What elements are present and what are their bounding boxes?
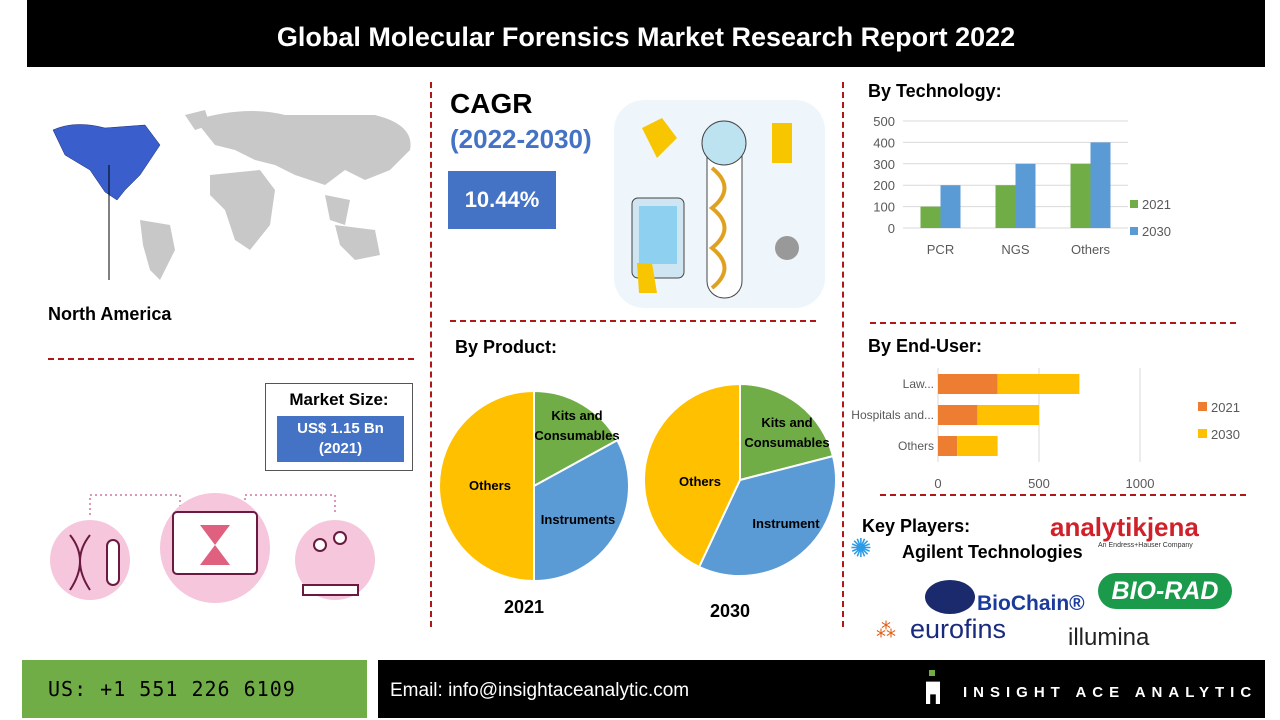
bar-2021-PCR (920, 206, 941, 228)
market-size-amount: US$ 1.15 Bn (297, 420, 384, 437)
bar-2021-Hospitals and... (938, 405, 978, 425)
brand-logo-icon (926, 681, 940, 704)
pie-label: Instruments (541, 512, 615, 527)
pie-slice-Others (438, 389, 535, 583)
footer-contact: Email: info@insightaceanalytic.com INSIG… (378, 660, 1265, 718)
charts-layer: 0 100 200 300 400 500 PCR NGS Others 2021 2030 0 500… (438, 114, 1240, 621)
y-tick-label: 400 (873, 135, 895, 150)
brand-logo-dot (929, 670, 935, 676)
x-tick-label: PCR (927, 242, 954, 257)
footer-brand: INSIGHT ACE ANALYTIC (963, 684, 1258, 701)
market-size-box: Market Size: US$ 1.15 Bn (2021) (265, 383, 413, 471)
footer-email[interactable]: Email: info@insightaceanalytic.com (390, 680, 690, 701)
legend-swatch (1130, 200, 1138, 208)
agilent-logo-icon: ✺ (850, 533, 872, 563)
key-player-biorad: BIO-RAD (1098, 573, 1232, 609)
header-bar: Global Molecular Forensics Market Resear… (27, 0, 1265, 67)
y-tick-label: Hospitals and... (851, 408, 934, 422)
world-map (52, 110, 411, 280)
cagr-value: 10.44% (448, 171, 556, 229)
pie-label: Consumables (534, 428, 619, 443)
legend-label: 2021 (1142, 197, 1171, 212)
cagr-title: CAGR (450, 88, 533, 119)
divider (430, 82, 432, 627)
technology-title: By Technology: (868, 81, 1002, 101)
pie-slice-Instrument (697, 454, 837, 577)
eurofins-logo-icon: ⁂ (876, 620, 896, 642)
x-tick-label: Others (1071, 242, 1111, 257)
dna-illustrations (50, 493, 375, 603)
bar-2030-Others (1090, 142, 1111, 228)
x-tick-label: 500 (1028, 476, 1050, 491)
forensics-illustration (614, 100, 825, 308)
page-title: Global Molecular Forensics Market Resear… (276, 22, 1016, 52)
y-tick-label: 0 (888, 221, 895, 236)
pie-title: 2030 (710, 601, 750, 621)
divider (842, 82, 844, 627)
legend-swatch (1198, 429, 1207, 438)
key-player-agilent: Agilent Technologies (902, 542, 1083, 562)
key-player-analytikjena: analytikjena (1050, 512, 1199, 542)
pie-label: Instrument (752, 516, 820, 531)
phone-text[interactable]: US: +1 551 226 6109 (48, 677, 296, 701)
y-tick-label: Law... (903, 377, 934, 391)
bar-2030-PCR (940, 185, 961, 228)
end-user-title: By End-User: (868, 336, 983, 356)
pie-slice-Others (643, 382, 741, 569)
pie-label: Others (469, 478, 511, 493)
market-size-year: (2021) (318, 440, 363, 457)
bar-2030-Hospitals and... (977, 405, 1039, 425)
legend-label: 2021 (1211, 400, 1240, 415)
pie-label: Consumables (744, 435, 829, 450)
market-size-label: Market Size: (289, 390, 389, 409)
bar-2030-Others (957, 436, 998, 456)
pie-slice-Kits and Consumables (533, 389, 619, 488)
pie-slice-Instruments (533, 438, 630, 583)
key-player-eurofins: eurofins (910, 614, 1007, 644)
pie-label: Kits and (551, 408, 602, 423)
bar-2021-Law... (938, 374, 998, 394)
pie-slice-Kits and Consumables (739, 382, 835, 482)
legend-label: 2030 (1211, 427, 1240, 442)
y-tick-label: 300 (873, 157, 895, 172)
bar-2021-Others (938, 436, 958, 456)
cagr-value-text: 10.44% (464, 187, 540, 212)
y-tick-label: 200 (873, 178, 895, 193)
region-label: North America (48, 304, 172, 324)
footer-phone: US: +1 551 226 6109 (22, 660, 367, 718)
x-tick-label: 1000 (1126, 476, 1155, 491)
y-tick-label: Others (898, 439, 934, 453)
key-players-title: Key Players: (862, 516, 971, 536)
bar-2030-Law... (997, 374, 1080, 394)
cagr-years: (2022-2030) (450, 124, 592, 154)
pie-label: Others (679, 474, 721, 489)
divider (450, 320, 816, 322)
bar-2021-Others (1070, 163, 1091, 228)
market-size-value: US$ 1.15 Bn (2021) (277, 416, 404, 462)
key-player-illumina: illumina (1068, 624, 1150, 651)
y-tick-label: 500 (873, 114, 895, 129)
divider (48, 358, 414, 360)
legend-swatch (1130, 227, 1138, 235)
legend-label: 2030 (1142, 224, 1171, 239)
bar-2030-NGS (1015, 163, 1036, 228)
biochain-logo-icon (925, 580, 975, 614)
bar-2021-NGS (995, 185, 1016, 228)
divider (880, 494, 1246, 496)
x-tick-label: NGS (1001, 242, 1030, 257)
key-player-biochain: BioChain® (977, 592, 1085, 615)
pie-title: 2021 (504, 597, 544, 617)
analytikjena-tagline: An Endress+Hauser Company (1098, 542, 1193, 549)
legend-swatch (1198, 402, 1207, 411)
pie-label: Kits and (761, 415, 812, 430)
x-tick-label: 0 (934, 476, 941, 491)
divider (870, 322, 1236, 324)
product-title: By Product: (455, 337, 558, 357)
y-tick-label: 100 (873, 200, 895, 215)
